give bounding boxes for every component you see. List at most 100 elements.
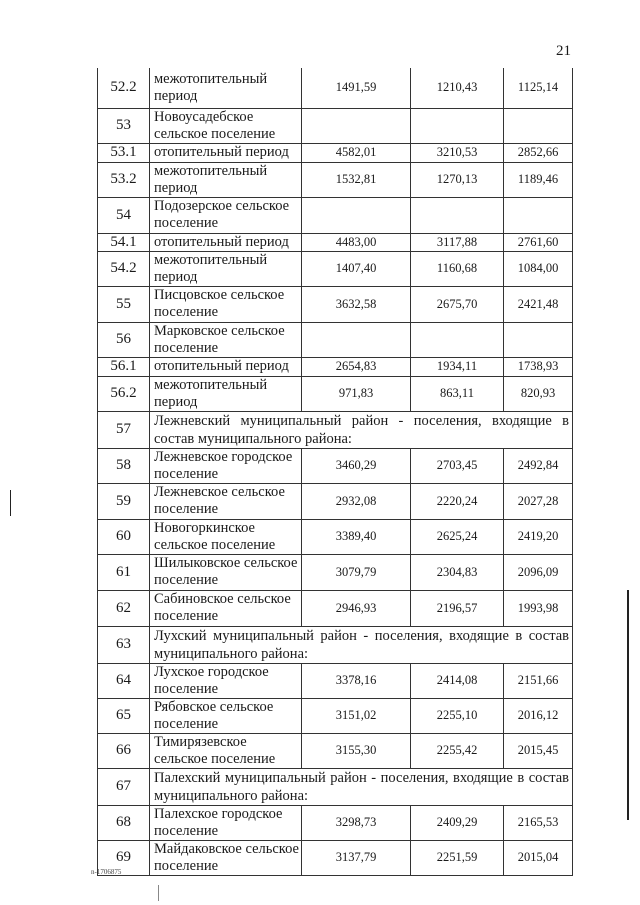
- value-2: 3210,53: [410, 142, 504, 163]
- value-3: 2492,84: [503, 447, 573, 484]
- table-row: 58 Лежневское городское поселение 3460,29 2…: [97, 447, 573, 484]
- row-number: 59: [97, 482, 150, 520]
- value-1: [301, 196, 411, 234]
- settlement-name: межотопительный период: [149, 250, 302, 287]
- value-1: 4483,00: [301, 232, 411, 252]
- value-1: 3460,29: [301, 447, 411, 484]
- value-2: [410, 107, 504, 144]
- row-number: 65: [97, 697, 150, 734]
- settlement-name: межотопительный период: [149, 375, 302, 412]
- value-1: 3389,40: [301, 518, 411, 555]
- row-number: 54.2: [97, 250, 150, 287]
- table-row: 63 Лухский муниципальный район - поселени…: [97, 625, 573, 664]
- value-3: 2096,09: [503, 553, 573, 591]
- settlement-name: Марковское сельское поселение: [149, 321, 302, 358]
- settlement-name: Тимирязевское сельское поселение: [149, 732, 302, 769]
- settlement-name: Сабиновское сельское поселение: [149, 589, 302, 627]
- table-row: 53 Новоусадебское сельское поселение: [97, 107, 573, 144]
- value-3: [503, 196, 573, 234]
- value-3: [503, 321, 573, 358]
- page-number: 21: [556, 43, 571, 59]
- row-number: 63: [97, 625, 150, 664]
- row-number: 53.2: [97, 161, 150, 198]
- value-1: 2654,83: [301, 356, 411, 377]
- settlement-name: отопительный период: [149, 232, 302, 252]
- table-row: 54.1 отопительный период 4483,00 3117,88 276…: [97, 232, 573, 252]
- scan-mark-bottom: [158, 885, 159, 901]
- scan-mark-left: [10, 490, 11, 516]
- row-number: 54: [97, 196, 150, 234]
- value-2: 2196,57: [410, 589, 504, 627]
- settlement-name: Лежневское сельское поселение: [149, 482, 302, 520]
- row-number: 61: [97, 553, 150, 591]
- value-2: 1160,68: [410, 250, 504, 287]
- table-row: 67 Палехский муниципальный район - поселе…: [97, 767, 573, 806]
- value-3: 1993,98: [503, 589, 573, 627]
- table-row: 54 Подозерское сельское поселение: [97, 196, 573, 234]
- settlement-name: Новоусадебское сельское поселение: [149, 107, 302, 144]
- value-1: 1532,81: [301, 161, 411, 198]
- row-number: 69: [97, 839, 150, 876]
- value-2: 3117,88: [410, 232, 504, 252]
- value-2: 1934,11: [410, 356, 504, 377]
- scan-mark-right: [627, 590, 629, 820]
- value-3: 2015,45: [503, 732, 573, 769]
- value-3: 2016,12: [503, 697, 573, 734]
- table-row: 56.1 отопительный период 2654,83 1934,11 173…: [97, 356, 573, 377]
- value-1: 4582,01: [301, 142, 411, 163]
- value-3: 1738,93: [503, 356, 573, 377]
- value-1: [301, 107, 411, 144]
- row-number: 68: [97, 804, 150, 841]
- value-3: 2852,66: [503, 142, 573, 163]
- table-row: 57 Лежневский муниципальный район - посел…: [97, 410, 573, 449]
- row-number: 64: [97, 662, 150, 699]
- row-number: 53: [97, 107, 150, 144]
- table-row: 56 Марковское сельское поселение: [97, 321, 573, 358]
- settlement-name: Рябовское сельское поселение: [149, 697, 302, 734]
- value-2: 2625,24: [410, 518, 504, 555]
- value-2: 863,11: [410, 375, 504, 412]
- row-number: 52.2: [97, 68, 150, 109]
- table-row: 52.2 межотопительный период 1491,59 1210,43…: [97, 68, 573, 109]
- settlement-name: Лухское городское поселение: [149, 662, 302, 699]
- row-number: 66: [97, 732, 150, 769]
- value-1: 2932,08: [301, 482, 411, 520]
- value-1: 3632,58: [301, 285, 411, 323]
- row-number: 60: [97, 518, 150, 555]
- settlement-name: отопительный период: [149, 356, 302, 377]
- value-3: 2761,60: [503, 232, 573, 252]
- value-1: 3151,02: [301, 697, 411, 734]
- row-number: 56.1: [97, 356, 150, 377]
- value-2: 2409,29: [410, 804, 504, 841]
- value-1: 1407,40: [301, 250, 411, 287]
- table-row: 61 Шилыковское сельское поселение 3079,79 2…: [97, 553, 573, 591]
- value-1: 2946,93: [301, 589, 411, 627]
- value-3: 2151,66: [503, 662, 573, 699]
- value-1: 3155,30: [301, 732, 411, 769]
- value-2: 2220,24: [410, 482, 504, 520]
- row-number: 56: [97, 321, 150, 358]
- value-2: 2251,59: [410, 839, 504, 876]
- value-3: 2015,04: [503, 839, 573, 876]
- row-number: 62: [97, 589, 150, 627]
- value-3: 1189,46: [503, 161, 573, 198]
- table-row: 59 Лежневское сельское поселение 2932,08 22…: [97, 482, 573, 520]
- value-1: 3298,73: [301, 804, 411, 841]
- settlement-name: Подозерское сельское поселение: [149, 196, 302, 234]
- table-row: 66 Тимирязевское сельское поселение 3155,3…: [97, 732, 573, 769]
- table-row: 55 Писцовское сельское поселение 3632,58 26…: [97, 285, 573, 323]
- tariff-table: 52.2 межотопительный период 1491,59 1210,43…: [97, 68, 573, 876]
- settlement-name: Майдаковское сельское поселение: [149, 839, 302, 876]
- value-2: 1270,13: [410, 161, 504, 198]
- district-heading: Лухский муниципальный район - поселения,…: [149, 625, 573, 664]
- value-3: 2165,53: [503, 804, 573, 841]
- table-row: 53.2 межотопительный период 1532,81 1270,13…: [97, 161, 573, 198]
- value-2: 2414,08: [410, 662, 504, 699]
- value-2: 2255,42: [410, 732, 504, 769]
- footer-code: n-1706875: [91, 868, 122, 876]
- table-row: 68 Палехское городское поселение 3298,73 24…: [97, 804, 573, 841]
- table-row: 53.1 отопительный период 4582,01 3210,53 285…: [97, 142, 573, 163]
- row-number: 53.1: [97, 142, 150, 163]
- row-number: 56.2: [97, 375, 150, 412]
- value-2: 2703,45: [410, 447, 504, 484]
